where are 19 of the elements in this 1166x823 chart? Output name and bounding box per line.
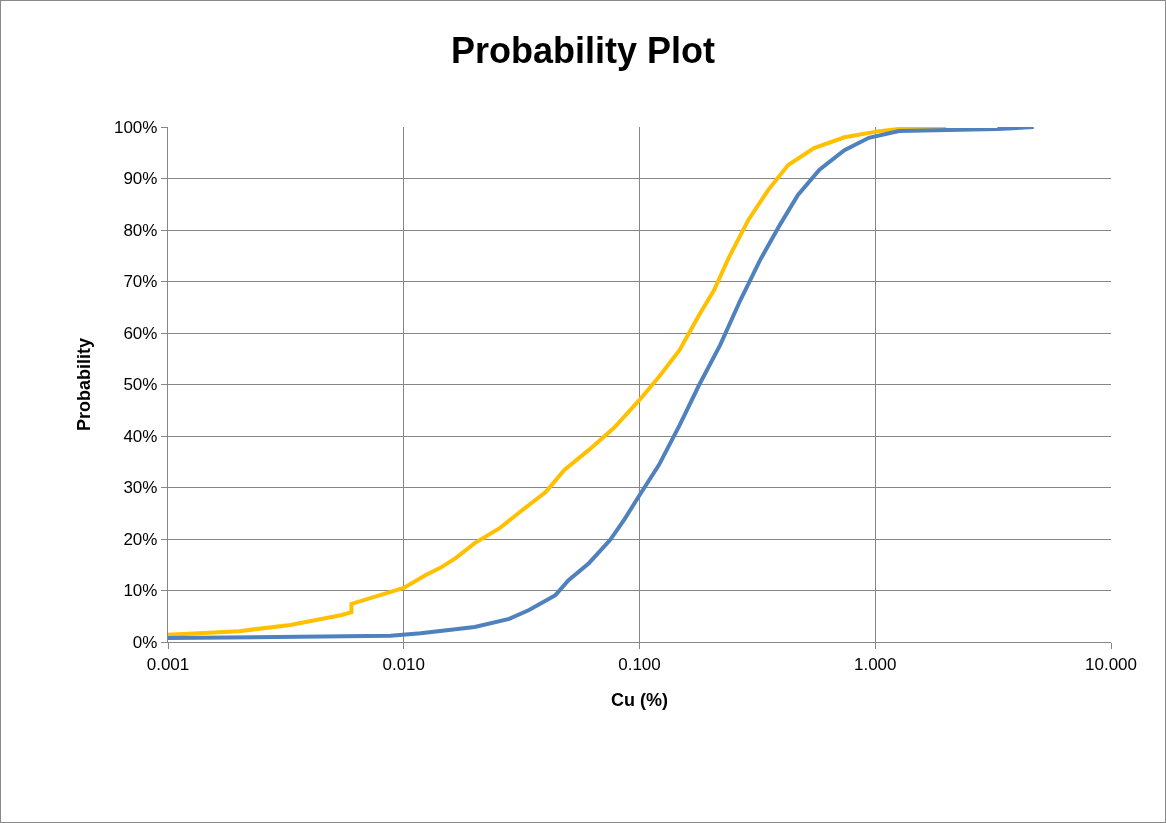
chart-title: Probability Plot (450, 30, 716, 72)
y-axis-title: Probability (74, 337, 95, 432)
y-tick-label: 100% (113, 117, 158, 137)
x-tick-label: 1.000 (853, 654, 897, 674)
y-tick-label: 60% (123, 323, 158, 343)
x-tick-label: 0.010 (382, 654, 426, 674)
y-tick-label: 0% (132, 632, 158, 652)
y-tick-label: 90% (123, 169, 158, 189)
y-tick-label: 30% (123, 478, 158, 498)
x-tick-label: 0.001 (146, 654, 190, 674)
y-tick-label: 70% (123, 272, 158, 292)
y-tick-label: 20% (123, 529, 158, 549)
y-tick-label: 80% (123, 220, 158, 240)
x-axis-title: Cu (%) (611, 689, 668, 710)
y-tick-label: 40% (123, 426, 158, 446)
y-tick-label: 50% (123, 375, 158, 395)
x-tick-label: 10.000 (1085, 654, 1137, 674)
y-tick-label: 10% (123, 581, 158, 601)
x-tick-label: 0.100 (618, 654, 661, 674)
